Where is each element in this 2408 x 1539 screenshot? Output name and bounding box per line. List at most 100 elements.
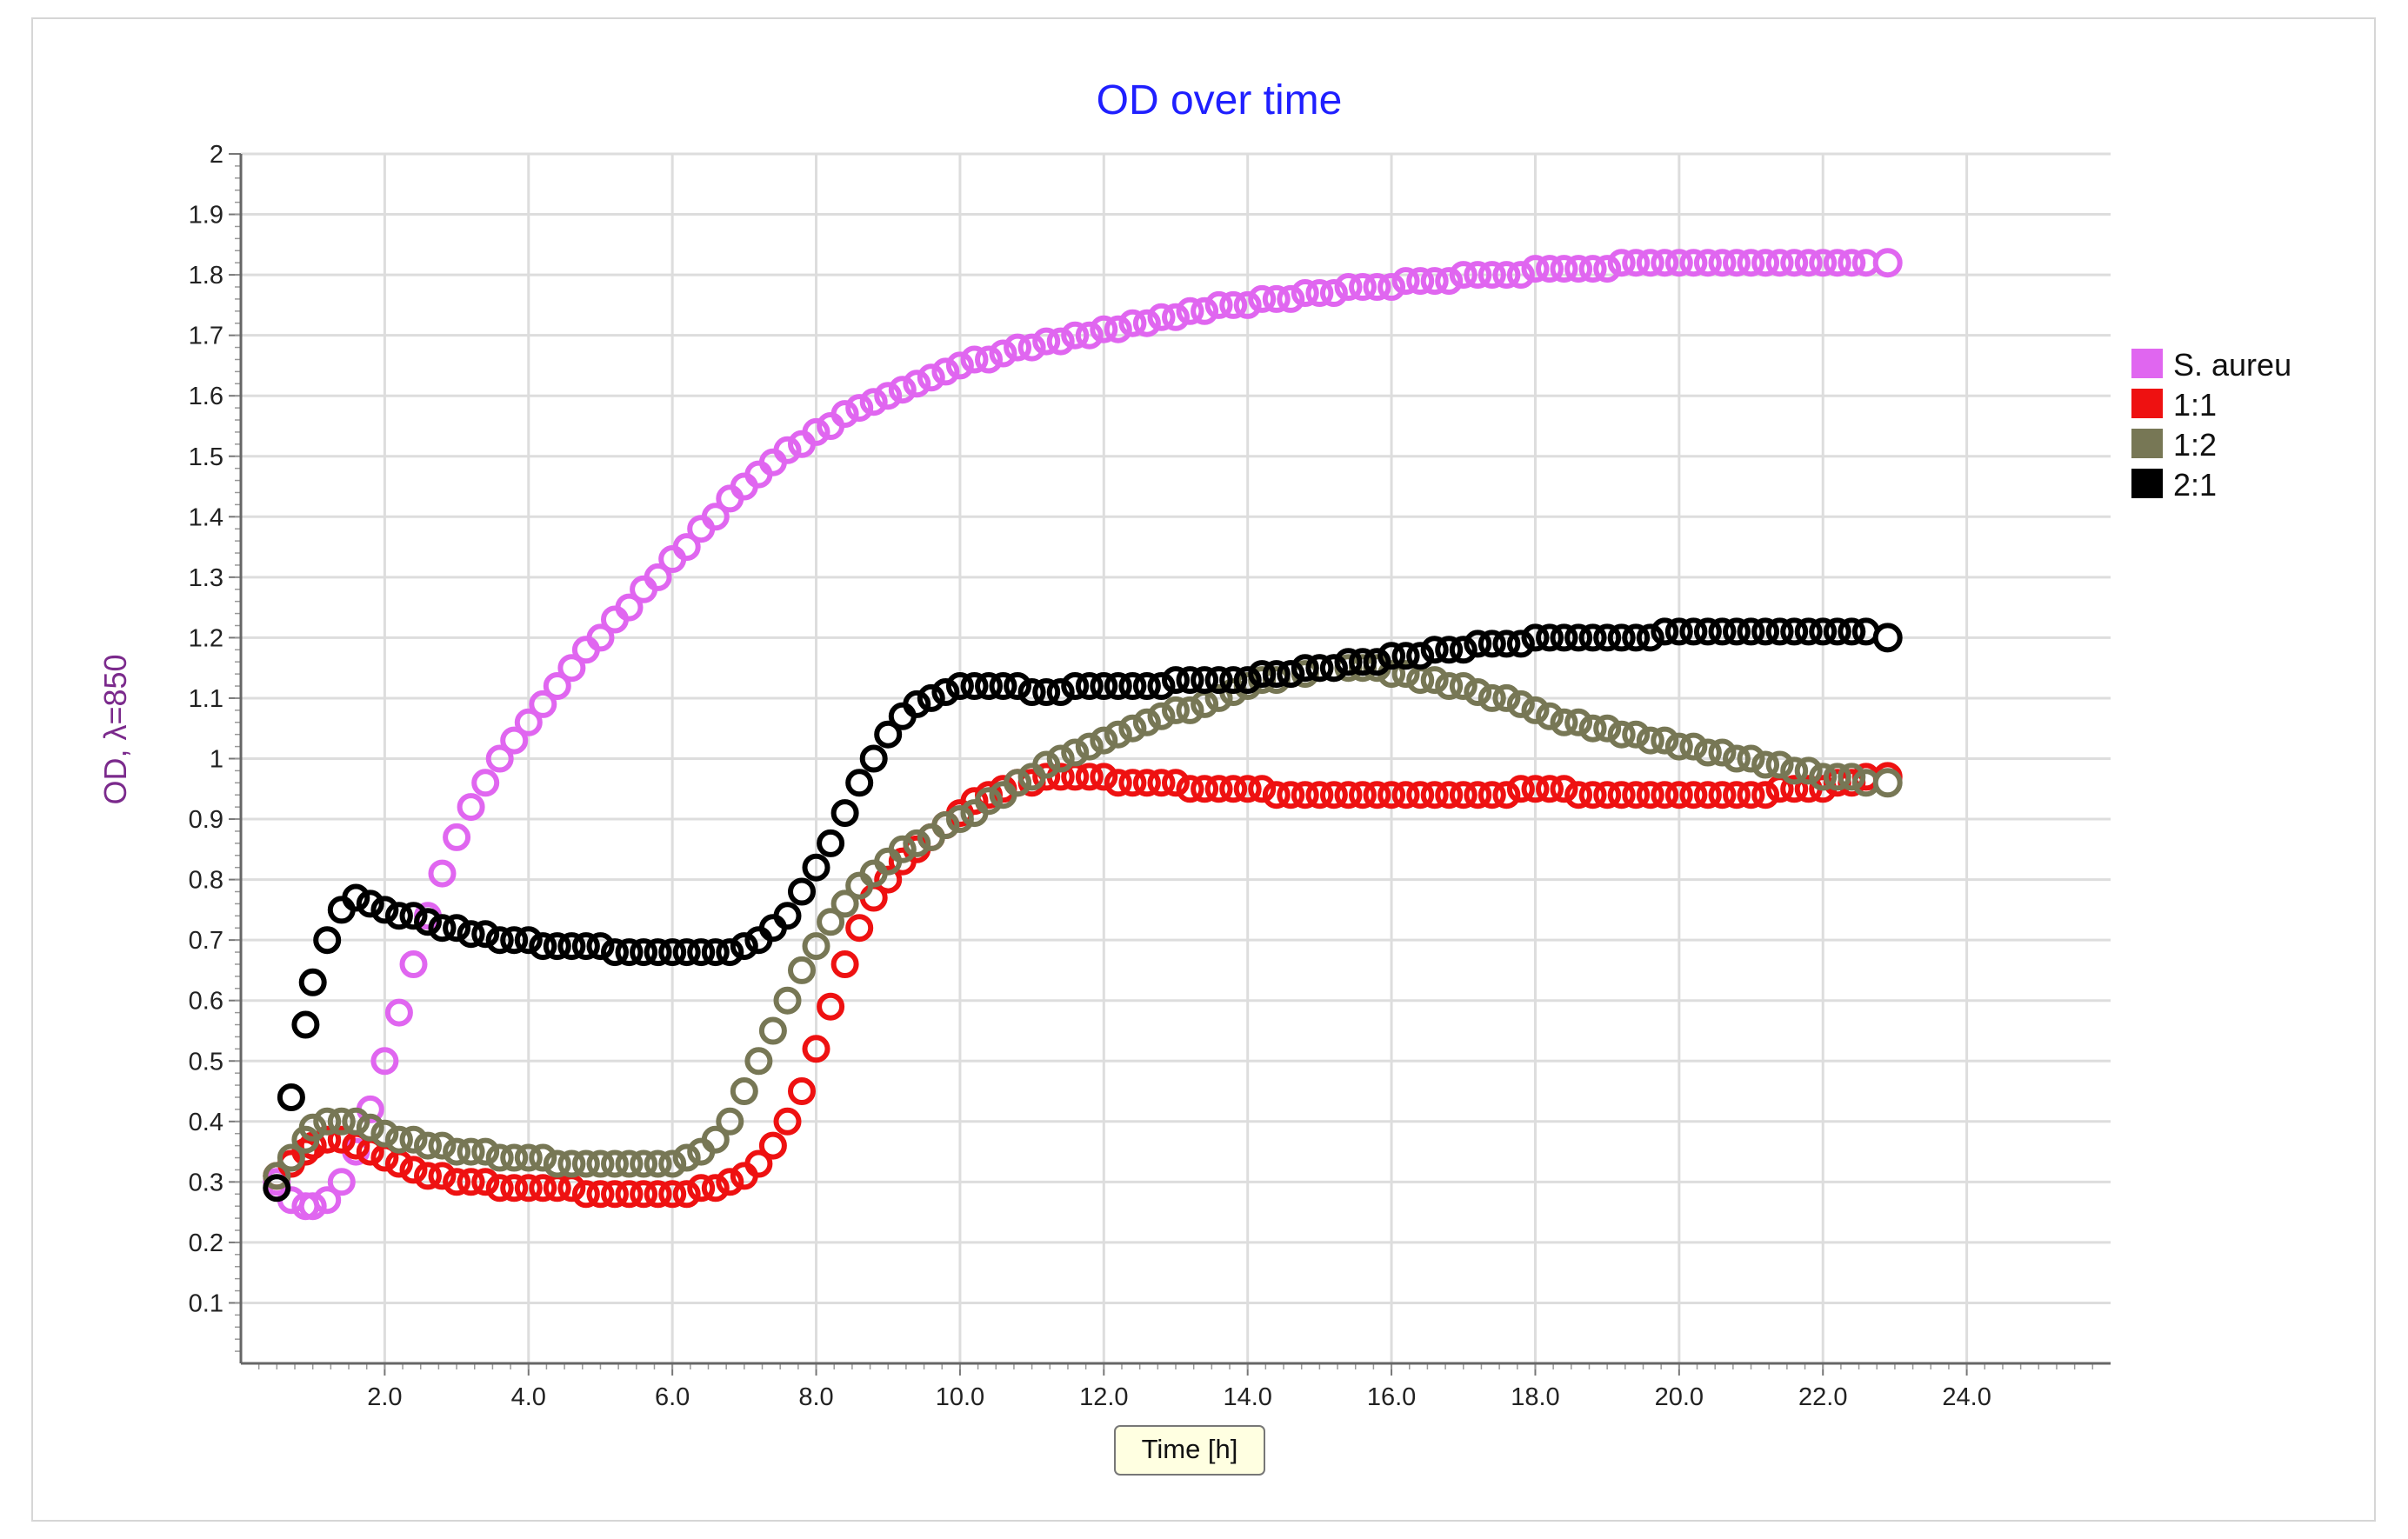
- data-point-1-1: [1248, 775, 1277, 803]
- y-tick-label: 0.5: [189, 1048, 223, 1076]
- data-point-s-aureu: [1723, 249, 1751, 277]
- data-point-2-1: [414, 908, 442, 936]
- data-point-s-aureu: [1204, 290, 1233, 319]
- data-point-1-1: [1464, 781, 1492, 809]
- data-point-2-1: [342, 883, 370, 912]
- data-point-s-aureu: [457, 793, 485, 822]
- data-point-1-2: [888, 835, 917, 863]
- data-point-1-1: [428, 1162, 457, 1190]
- data-point-2-1: [1118, 672, 1147, 700]
- y-axis-label: OD, λ=850: [97, 654, 133, 804]
- data-point-2-1: [500, 926, 529, 955]
- data-point-s-aureu: [586, 623, 615, 652]
- data-point-s-aureu: [1564, 255, 1593, 283]
- data-point-2-1: [1607, 623, 1636, 652]
- data-point-1-2: [1765, 750, 1794, 779]
- data-point-2-1: [1277, 660, 1305, 689]
- data-point-1-1: [1090, 763, 1118, 791]
- data-point-s-aureu: [1248, 284, 1277, 313]
- data-point-2-1: [1147, 672, 1176, 700]
- data-point-s-aureu: [1492, 261, 1521, 290]
- data-point-1-1: [1118, 769, 1147, 797]
- data-point-1-2: [601, 1149, 629, 1178]
- data-point-2-1: [644, 938, 672, 967]
- data-point-s-aureu: [1737, 249, 1765, 277]
- data-point-1-2: [1477, 683, 1506, 712]
- data-point-1-1: [1723, 781, 1751, 809]
- data-point-1-2: [1679, 732, 1708, 761]
- data-point-2-1: [1090, 672, 1118, 700]
- data-point-1-2: [1622, 720, 1651, 749]
- data-point-1-1: [514, 1174, 543, 1203]
- data-point-1-1: [1449, 781, 1477, 809]
- data-point-s-aureu: [888, 376, 917, 404]
- data-point-2-1: [586, 932, 615, 961]
- data-point-1-2: [672, 1143, 701, 1172]
- data-point-2-1: [802, 853, 830, 882]
- data-point-1-1: [1334, 781, 1363, 809]
- data-point-2-1: [399, 902, 428, 930]
- data-point-1-1: [1536, 775, 1564, 803]
- x-tick-label: 4.0: [511, 1383, 546, 1411]
- data-point-1-1: [500, 1174, 529, 1203]
- data-point-1-1: [1780, 775, 1809, 803]
- y-tick-label: 1.5: [189, 443, 223, 471]
- data-point-s-aureu: [327, 1168, 356, 1196]
- data-point-1-2: [1794, 756, 1823, 785]
- data-point-s-aureu: [845, 394, 874, 423]
- data-point-2-1: [443, 914, 471, 943]
- x-tick-label: 10.0: [936, 1383, 984, 1411]
- data-point-s-aureu: [1449, 261, 1477, 290]
- legend-label-1-1: 1:1: [2173, 387, 2217, 423]
- data-point-2-1: [1536, 623, 1564, 652]
- data-point-1-2: [1075, 732, 1104, 761]
- y-tick-label: 1.4: [189, 503, 223, 531]
- data-point-2-1: [1291, 654, 1319, 683]
- y-tick-label: 0.3: [189, 1169, 223, 1196]
- data-point-2-1: [1723, 617, 1751, 646]
- data-point-1-2: [356, 1113, 384, 1142]
- data-point-s-aureu: [917, 363, 945, 392]
- data-point-2-1: [1679, 617, 1708, 646]
- series-1-1: [263, 762, 1903, 1209]
- data-point-1-2: [471, 1137, 500, 1166]
- data-point-s-aureu: [1118, 309, 1147, 337]
- y-tick-label: 0.1: [189, 1289, 223, 1317]
- data-point-1-2: [1838, 763, 1866, 791]
- data-point-2-1: [428, 914, 457, 943]
- data-point-1-1: [529, 1174, 557, 1203]
- data-point-1-2: [1090, 726, 1118, 755]
- x-tick-label: 6.0: [655, 1383, 690, 1411]
- data-point-s-aureu: [1477, 261, 1506, 290]
- data-point-2-1: [1693, 617, 1722, 646]
- data-point-2-1: [945, 672, 974, 700]
- data-point-2-1: [1506, 630, 1535, 658]
- data-point-s-aureu: [1262, 284, 1291, 313]
- data-point-1-2: [773, 986, 802, 1015]
- data-point-1-2: [529, 1143, 557, 1172]
- data-point-1-1: [1622, 781, 1651, 809]
- data-point-s-aureu: [1349, 273, 1377, 301]
- data-point-s-aureu: [1636, 249, 1664, 277]
- data-point-1-1: [1737, 781, 1765, 809]
- data-point-2-1: [514, 926, 543, 955]
- data-point-2-1: [263, 1174, 291, 1203]
- data-point-2-1: [1262, 660, 1291, 689]
- data-point-2-1: [1061, 672, 1090, 700]
- y-tick-label: 0.6: [189, 988, 223, 1016]
- data-point-s-aureu: [1104, 315, 1132, 343]
- data-point-s-aureu: [1765, 249, 1794, 277]
- y-tick-label: 1.9: [189, 202, 223, 230]
- data-point-1-1: [571, 1180, 600, 1209]
- data-point-1-1: [457, 1168, 485, 1196]
- data-point-1-2: [1061, 738, 1090, 767]
- data-point-2-1: [1046, 678, 1075, 706]
- data-point-1-1: [672, 1180, 701, 1209]
- data-point-1-2: [514, 1143, 543, 1172]
- x-tick-label: 18.0: [1511, 1383, 1559, 1411]
- data-point-2-1: [1305, 654, 1334, 683]
- data-point-s-aureu: [802, 417, 830, 446]
- data-point-s-aureu: [384, 998, 413, 1027]
- data-point-1-1: [1291, 781, 1319, 809]
- data-point-1-2: [1737, 744, 1765, 773]
